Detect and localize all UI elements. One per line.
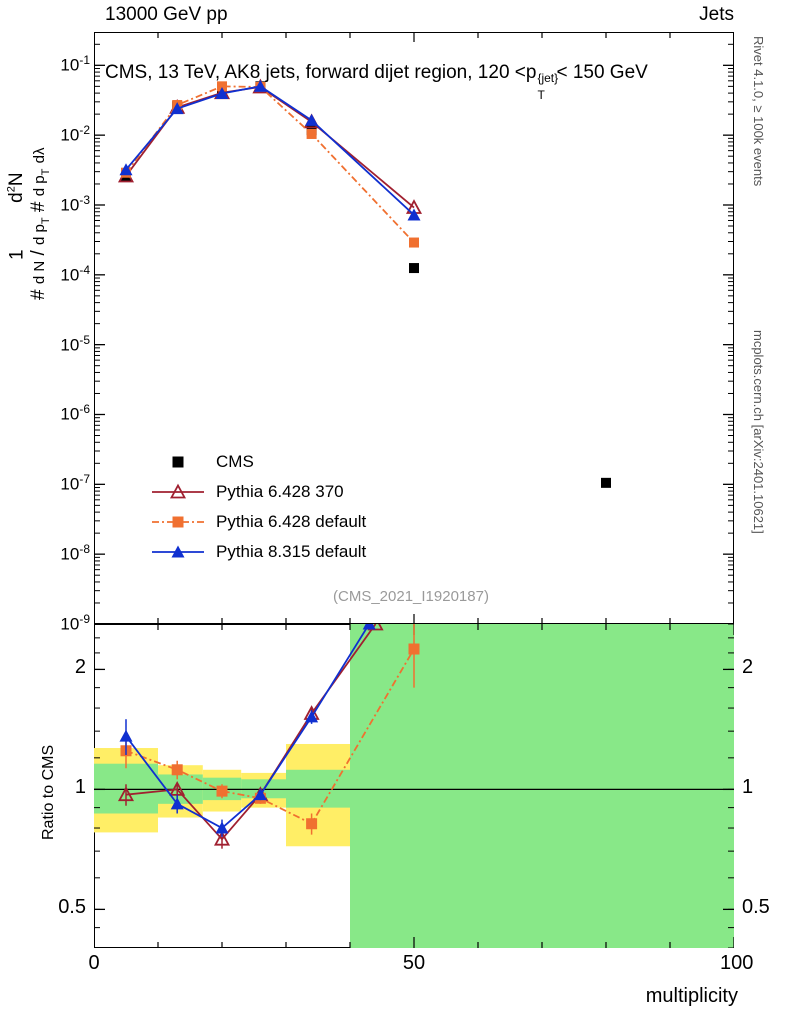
y-axis-label-num1: 1: [6, 249, 28, 260]
x-tick-label: 100: [720, 952, 754, 974]
header-right: Jets: [699, 4, 734, 25]
y-axis-label-slash: /: [28, 250, 49, 256]
plot-title-sup: {jet}: [537, 71, 559, 85]
legend-marker: [152, 483, 204, 499]
ratio-y-tick-label: 2: [74, 656, 86, 679]
legend-label: Pythia 6.428 default: [216, 512, 367, 531]
plot-title-pre: CMS, 13 TeV, AK8 jets, forward dijet reg…: [105, 62, 537, 83]
mcplots-source-label: mcplots.cern.ch [arXiv:2401.10621]: [751, 330, 766, 534]
ratio-plot-canvas: [94, 624, 734, 948]
legend-item[interactable]: Pythia 6.428 default: [150, 510, 410, 534]
legend-marker: [152, 516, 204, 528]
rivet-version-label: Rivet 4.1.0, ≥ 100k events: [751, 36, 766, 187]
legend-label: Pythia 8.315 default: [216, 542, 367, 561]
legend-item[interactable]: CMS: [150, 450, 410, 474]
y-axis-label-sub2: T: [39, 168, 52, 176]
legend-item[interactable]: Pythia 6.428 370: [150, 480, 410, 504]
y-tick-label: 10-5: [60, 332, 90, 355]
legend-label: CMS: [216, 452, 254, 471]
y-tick-label: 10-8: [60, 542, 90, 564]
y-tick-label: 10-7: [60, 472, 90, 494]
plot-title-post: < 150 GeV: [556, 62, 648, 83]
y-axis-label-lambda: dλ: [31, 147, 48, 164]
legend-marker: [172, 456, 184, 468]
plot-title: CMS, 13 TeV, AK8 jets, forward dijet reg…: [105, 62, 648, 102]
legend-item[interactable]: Pythia 8.315 default: [150, 540, 410, 564]
y-axis-label-sub1: T: [39, 217, 52, 225]
x-axis-label: multiplicity: [645, 985, 738, 1007]
y-tick-label: 10-3: [60, 192, 90, 215]
y-tick-label: 10-9: [60, 612, 90, 634]
x-tick-label: 50: [402, 952, 426, 974]
legend-label: Pythia 6.428 370: [216, 482, 344, 501]
y-axis-label-frac2: d p: [31, 224, 48, 245]
y-tick-label: 10-4: [60, 262, 90, 285]
y-tick-label: 10-6: [60, 402, 90, 425]
x-tick-label: 0: [88, 952, 100, 974]
y-tick-label: 10-2: [60, 123, 90, 145]
ratio-y-tick-label: 0.5: [58, 896, 86, 919]
y-tick-label: 10-1: [60, 53, 90, 75]
header-left: 13000 GeV pp: [105, 4, 228, 25]
ratio-y-tick-label: 1: [742, 776, 754, 799]
main-plot-canvas: [94, 32, 734, 624]
ratio-y-tick-label: 1: [74, 776, 86, 799]
y-axis-label-text: #: [28, 289, 49, 300]
plot-title-sub: T: [537, 88, 545, 102]
ratio-y-tick-label: 2: [742, 656, 754, 679]
legend-marker: [152, 545, 204, 558]
ratio-y-tick-label: 0.5: [742, 896, 770, 919]
y-axis-label-num2: d2N: [6, 172, 28, 203]
analysis-id-watermark: (CMS_2021_I1920187): [333, 588, 489, 605]
main-plot-frame: [94, 32, 734, 624]
